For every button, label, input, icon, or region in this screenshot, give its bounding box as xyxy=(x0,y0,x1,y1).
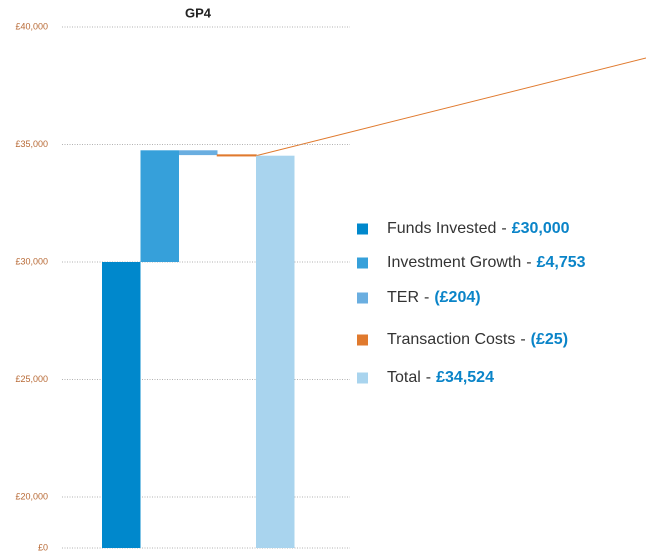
bar xyxy=(140,150,179,262)
y-tick-label: £30,000 xyxy=(15,256,48,266)
legend-text: Funds Invested - £30,000 xyxy=(387,220,570,237)
bar xyxy=(216,154,257,157)
legend-swatch xyxy=(357,257,368,269)
legend-label: Transaction Costs xyxy=(387,331,515,348)
legend-item: TER - (£204) xyxy=(357,289,481,306)
legend-label: Investment Growth xyxy=(387,254,521,271)
legend-item: Funds Invested - £30,000 xyxy=(357,220,570,237)
bar xyxy=(256,155,295,548)
y-tick-label: £40,000 xyxy=(15,21,48,31)
legend-swatch xyxy=(357,334,368,346)
legend-text: Total - £34,524 xyxy=(387,369,494,386)
legend-separator: - xyxy=(520,331,525,348)
bar xyxy=(102,262,141,548)
legend-label: Funds Invested xyxy=(387,220,496,237)
legend-separator: - xyxy=(526,254,531,271)
y-tick-label: £25,000 xyxy=(15,374,48,384)
legend-value: (£25) xyxy=(531,331,568,348)
legend-value: £34,524 xyxy=(436,369,494,386)
pointer-line xyxy=(254,57,646,157)
legend-swatch xyxy=(357,372,368,384)
legend-text: TER - (£204) xyxy=(387,289,481,306)
legend-value: £4,753 xyxy=(537,254,586,271)
legend-item: Investment Growth - £4,753 xyxy=(357,254,586,271)
legend-text: Investment Growth - £4,753 xyxy=(387,254,586,271)
legend-swatch xyxy=(357,292,368,304)
legend-separator: - xyxy=(424,289,429,306)
legend-label: TER xyxy=(387,289,419,306)
y-tick-label: £35,000 xyxy=(15,139,48,149)
legend-item: Total - £34,524 xyxy=(357,369,494,386)
legend-swatch xyxy=(357,223,368,235)
legend-separator: - xyxy=(426,369,431,386)
legend-value: £30,000 xyxy=(512,220,570,237)
legend-separator: - xyxy=(501,220,506,237)
legend-text: Transaction Costs - (£25) xyxy=(387,331,568,348)
legend-label: Total xyxy=(387,369,421,386)
y-tick-label: £0 xyxy=(38,542,48,552)
legend-value: (£204) xyxy=(434,289,480,306)
chart-title: GP4 xyxy=(185,5,212,20)
bar xyxy=(179,150,218,156)
legend-item: Transaction Costs - (£25) xyxy=(357,331,568,348)
y-tick-label: £20,000 xyxy=(15,491,48,501)
